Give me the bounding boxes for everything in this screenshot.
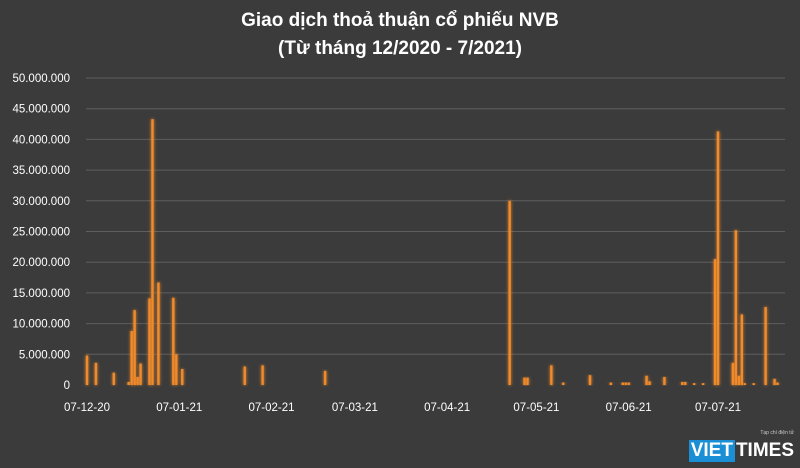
y-tick-label: 0 [64, 380, 70, 392]
bar [175, 354, 178, 385]
viettimes-logo: Tạp chí điện tử VIET TIMES [688, 430, 794, 464]
bar [550, 365, 553, 385]
bar [94, 362, 98, 385]
y-tick-label: 35.000.000 [12, 165, 70, 177]
bar [743, 383, 746, 385]
logo-viet: VIET [688, 440, 735, 462]
bar [130, 330, 133, 385]
bar [112, 372, 115, 385]
bar [731, 362, 735, 385]
bar [172, 297, 175, 385]
bar [526, 377, 529, 385]
bar [243, 366, 246, 385]
logo-brand: VIET TIMES [688, 440, 794, 462]
bar [713, 259, 717, 385]
bar [85, 355, 89, 385]
y-tick-label: 5.000.000 [19, 349, 70, 361]
x-tick-label: 07-07-21 [695, 402, 741, 414]
bar [157, 282, 160, 385]
bar [663, 377, 666, 385]
bar [133, 310, 136, 385]
y-tick-label: 20.000.000 [12, 257, 70, 269]
y-tick-label: 25.000.000 [12, 227, 70, 239]
x-tick-label: 07-02-21 [249, 402, 295, 414]
bar [139, 363, 142, 385]
bar [508, 200, 511, 385]
x-tick-label: 07-05-21 [513, 402, 559, 414]
bar [148, 298, 151, 385]
y-tick-label: 45.000.000 [12, 104, 70, 116]
bar [692, 383, 696, 385]
y-tick-label: 10.000.000 [12, 319, 70, 331]
y-tick-label: 30.000.000 [12, 196, 70, 208]
bar [752, 383, 755, 385]
bar [740, 314, 744, 385]
y-tick-label: 50.000.000 [12, 73, 70, 85]
bar [624, 382, 627, 385]
y-tick-label: 40.000.000 [12, 134, 70, 146]
chart-title: Giao dịch thoả thuận cổ phiếu NVB [241, 10, 559, 31]
bar [734, 230, 738, 385]
bar [523, 377, 526, 385]
bar [323, 370, 327, 385]
x-tick-label: 07-01-21 [156, 402, 202, 414]
bar [737, 375, 741, 385]
logo-times: TIMES [735, 440, 794, 461]
bar [127, 381, 130, 385]
x-tick-label: 07-06-21 [606, 402, 652, 414]
x-tick-label: 07-12-20 [64, 402, 110, 414]
logo-tagline: Tạp chí điện tử [760, 430, 794, 436]
bar [562, 382, 565, 385]
bar [681, 381, 684, 385]
bar [627, 382, 630, 385]
bar [773, 378, 776, 385]
x-tick-label: 07-03-21 [332, 402, 378, 414]
x-tick-label: 07-04-21 [424, 402, 470, 414]
bar [684, 381, 687, 385]
bar [716, 131, 720, 385]
bar [136, 377, 139, 385]
bar [776, 382, 779, 385]
bar [181, 369, 184, 385]
bar [261, 365, 264, 385]
bar [151, 119, 154, 385]
bar [648, 381, 651, 385]
bar [588, 375, 592, 385]
bar [621, 382, 624, 385]
bar [701, 383, 705, 385]
y-tick-label: 15.000.000 [12, 288, 70, 300]
chart-subtitle: (Từ tháng 12/2020 - 7/2021) [278, 38, 522, 59]
bar [609, 382, 613, 385]
bar [764, 307, 767, 385]
bar [645, 375, 648, 385]
